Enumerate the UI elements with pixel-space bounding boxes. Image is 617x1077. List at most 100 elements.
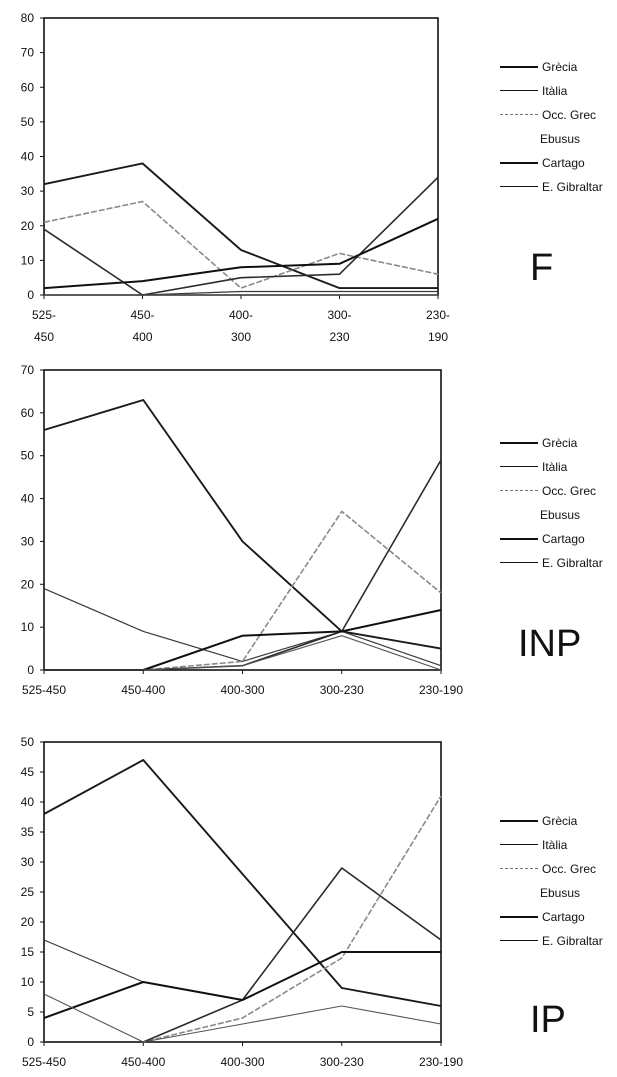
legend-item-ebusus: Ebusus — [496, 506, 617, 524]
y-tick-label: 15 — [21, 945, 35, 959]
series-line-gr-cia — [43, 162, 438, 290]
legend-swatch — [500, 490, 538, 491]
line-chart-f: 0 10 20 30 40 50 60 70 80 525-450 450-400 400-300 30… — [21, 11, 450, 344]
y-tick-label: 25 — [21, 885, 35, 899]
series-line-gr-cia — [43, 759, 442, 1007]
legend-swatch — [500, 844, 538, 845]
legend-swatch — [500, 820, 538, 822]
x-tick-label: 400-300 — [220, 683, 264, 697]
legend-item-occ-grec: Occ. Grec — [496, 106, 617, 124]
legend-label: Cartago — [542, 156, 585, 170]
x-tick-label: 525-450 — [32, 308, 56, 344]
legend-label: E. Gibraltar — [542, 934, 603, 948]
chart-panel-ip: 0 5 10 15 20 25 30 35 40 45 50 525-450 450-400 400-30… — [0, 730, 617, 1077]
legend-item-occ-grec: Occ. Grec — [496, 860, 617, 878]
legend-label: Itàlia — [542, 838, 568, 852]
legend-swatch — [500, 66, 538, 68]
legend-swatch — [500, 538, 538, 540]
y-tick-label: 50 — [21, 115, 35, 129]
line-chart-ip: 0 5 10 15 20 25 30 35 40 45 50 525-450 450-400 400-30… — [21, 735, 464, 1069]
series-line-occ-grec — [44, 510, 442, 671]
legend-swatch — [500, 562, 538, 563]
legend-swatch — [500, 868, 538, 869]
x-tick-label: 450-400 — [121, 683, 165, 697]
x-tick-label: 400-300 — [229, 308, 253, 344]
legend-item-e-gibraltar: E. Gibraltar — [496, 554, 617, 572]
legend-item-e-gibraltar: E. Gibraltar — [496, 932, 617, 950]
legend-item-e-gibraltar: E. Gibraltar — [496, 178, 617, 196]
series-line-cartago — [43, 217, 439, 290]
legend-swatch — [500, 442, 538, 444]
y-tick-label: 40 — [21, 492, 35, 506]
y-tick-label: 35 — [21, 825, 35, 839]
legend-label: Ebusus — [540, 886, 581, 900]
legend-label: Occ. Grec — [542, 108, 597, 122]
y-tick-label: 70 — [21, 46, 35, 60]
legend-item-occ-grec: Occ. Grec — [496, 482, 617, 500]
x-tick-label: 450-400 — [121, 1055, 165, 1069]
x-tick-label: 300-230 — [327, 308, 351, 344]
legend-swatch — [500, 466, 538, 467]
y-tick-label: 0 — [27, 663, 34, 677]
y-tick-label: 10 — [21, 975, 35, 989]
x-tick-label: 230-190 — [419, 683, 463, 697]
x-tick-label: 525-450 — [22, 1055, 66, 1069]
legend-label: Occ. Grec — [542, 862, 597, 876]
legend-item-italia: Itàlia — [496, 82, 617, 100]
y-tick-label: 60 — [21, 80, 35, 94]
legend-item-italia: Itàlia — [496, 458, 617, 476]
legend-label: Grècia — [542, 436, 578, 450]
legend-label: Ebusus — [540, 508, 581, 522]
line-chart-inp: 0 10 20 30 40 50 60 70 525-450 450-400 400-300 300-… — [21, 363, 464, 697]
y-tick-label: 45 — [21, 765, 35, 779]
legend-item-cartago: Cartago — [496, 154, 617, 172]
series-line-e-gibraltar — [44, 635, 442, 671]
x-tick-label: 450-400 — [130, 308, 154, 344]
legend-label: E. Gibraltar — [542, 556, 603, 570]
legend-item-cartago: Cartago — [496, 908, 617, 926]
series-line-it-lia — [43, 588, 442, 667]
y-tick-label: 30 — [21, 855, 35, 869]
y-tick-label: 0 — [27, 1035, 34, 1049]
series-line-it-lia — [43, 939, 441, 1001]
legend-label: Cartago — [542, 910, 585, 924]
legend-item-grecia: Grècia — [496, 812, 617, 830]
y-tick-label: 20 — [21, 577, 35, 591]
y-tick-label: 5 — [27, 1005, 34, 1019]
y-tick-label: 60 — [21, 406, 35, 420]
y-tick-label: 20 — [21, 915, 35, 929]
y-tick-label: 40 — [21, 150, 35, 164]
y-tick-label: 30 — [21, 184, 35, 198]
x-tick-label: 230-190 — [419, 1055, 463, 1069]
legend-swatch — [500, 114, 538, 115]
legend-label: Grècia — [542, 814, 578, 828]
legend-item-grecia: Grècia — [496, 434, 617, 452]
legend-label: Ebusus — [540, 132, 581, 146]
y-tick-label: 70 — [21, 363, 35, 377]
legend-label: Cartago — [542, 532, 585, 546]
series-line-ebusus — [43, 176, 439, 296]
legend-item-ebusus: Ebusus — [496, 884, 617, 902]
legend-swatch — [500, 940, 538, 941]
series-line-gr-cia — [43, 399, 442, 650]
legend-item-grecia: Grècia — [496, 58, 617, 76]
chart-panel-inp: 0 10 20 30 40 50 60 70 525-450 450-400 400-300 300-… — [0, 360, 617, 730]
y-tick-label: 40 — [21, 795, 35, 809]
x-tick-label: 230-190 — [426, 308, 450, 344]
plot-frame — [43, 369, 442, 671]
legend-item-ebusus: Ebusus — [496, 130, 617, 148]
y-tick-label: 0 — [27, 288, 34, 302]
legend-label: E. Gibraltar — [542, 180, 603, 194]
panel-label-ip: IP — [530, 999, 566, 1041]
legend-label: Occ. Grec — [542, 484, 597, 498]
legend-swatch — [500, 916, 538, 918]
y-tick-label: 50 — [21, 735, 35, 749]
legend-swatch — [500, 90, 538, 91]
legend-item-italia: Itàlia — [496, 836, 617, 854]
y-tick-label: 50 — [21, 449, 35, 463]
legend-label: Itàlia — [542, 84, 568, 98]
panel-label-f: F — [530, 247, 554, 289]
legend-label: Grècia — [542, 60, 578, 74]
x-tick-label: 525-450 — [22, 683, 66, 697]
chart-panel-f: 0 10 20 30 40 50 60 70 80 525-450 450-400 400-300 30… — [0, 0, 617, 360]
